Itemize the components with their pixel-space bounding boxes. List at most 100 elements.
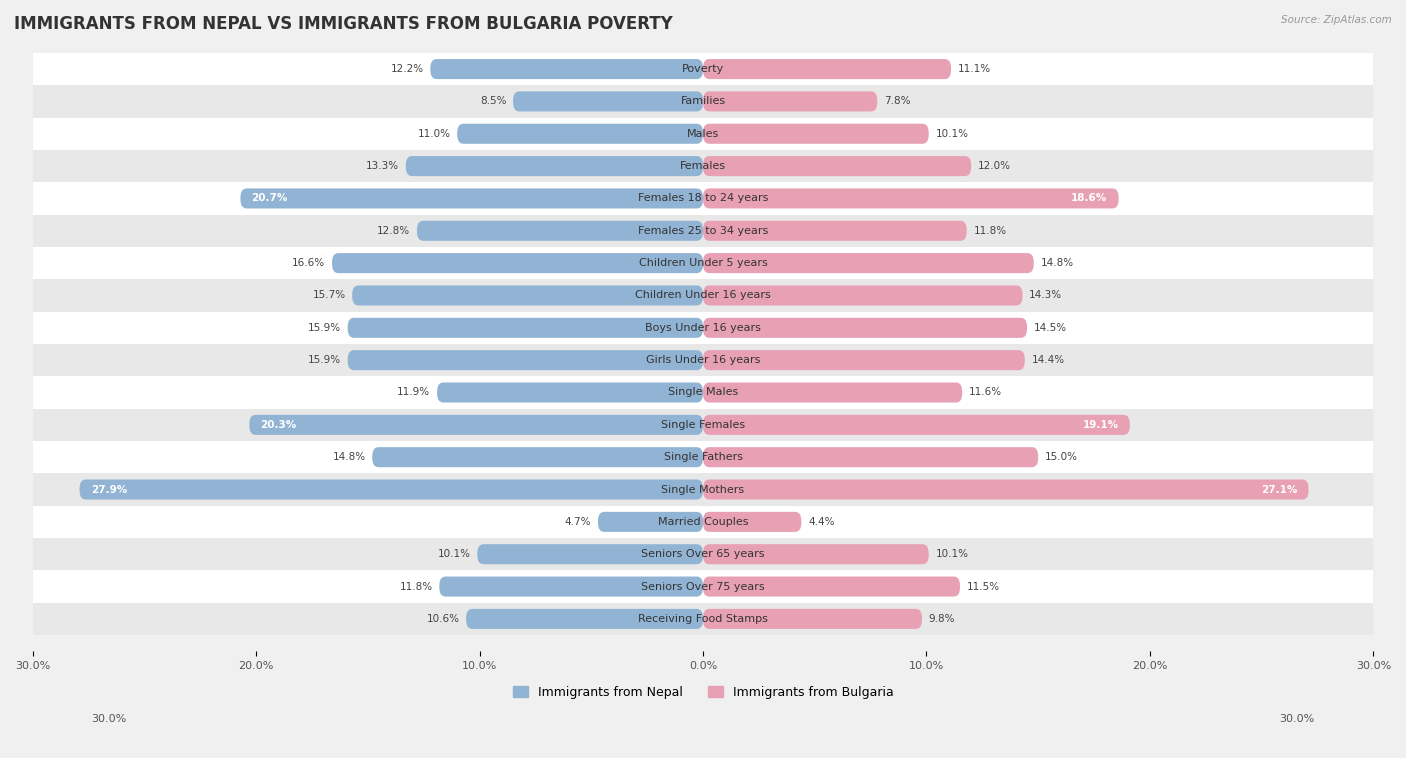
Legend: Immigrants from Nepal, Immigrants from Bulgaria: Immigrants from Nepal, Immigrants from B… [513,686,893,699]
FancyBboxPatch shape [703,577,960,597]
FancyBboxPatch shape [703,286,1022,305]
Bar [32,53,1374,85]
Text: Girls Under 16 years: Girls Under 16 years [645,356,761,365]
Text: 10.1%: 10.1% [935,129,969,139]
Text: Females: Females [681,161,725,171]
Text: 15.7%: 15.7% [312,290,346,300]
Text: 11.8%: 11.8% [973,226,1007,236]
Bar [32,279,1374,312]
FancyBboxPatch shape [457,124,703,144]
Text: 7.8%: 7.8% [884,96,911,106]
FancyBboxPatch shape [347,350,703,370]
Text: 4.7%: 4.7% [565,517,592,527]
Text: IMMIGRANTS FROM NEPAL VS IMMIGRANTS FROM BULGARIA POVERTY: IMMIGRANTS FROM NEPAL VS IMMIGRANTS FROM… [14,15,673,33]
Text: 11.9%: 11.9% [398,387,430,397]
FancyBboxPatch shape [703,512,801,532]
Text: Children Under 16 years: Children Under 16 years [636,290,770,300]
FancyBboxPatch shape [703,415,1130,435]
Text: 4.4%: 4.4% [808,517,835,527]
Text: Families: Families [681,96,725,106]
Text: Single Fathers: Single Fathers [664,453,742,462]
Text: Poverty: Poverty [682,64,724,74]
Text: Seniors Over 75 years: Seniors Over 75 years [641,581,765,591]
FancyBboxPatch shape [703,609,922,629]
Bar [32,85,1374,117]
Text: 11.8%: 11.8% [399,581,433,591]
FancyBboxPatch shape [352,286,703,305]
FancyBboxPatch shape [703,156,972,176]
Text: 20.3%: 20.3% [260,420,297,430]
FancyBboxPatch shape [80,480,703,500]
FancyBboxPatch shape [598,512,703,532]
FancyBboxPatch shape [703,92,877,111]
Text: 30.0%: 30.0% [91,714,127,724]
Bar [32,473,1374,506]
Text: Females 18 to 24 years: Females 18 to 24 years [638,193,768,203]
FancyBboxPatch shape [703,544,929,564]
Bar [32,376,1374,409]
Text: 14.8%: 14.8% [1040,258,1074,268]
Text: 14.3%: 14.3% [1029,290,1063,300]
Bar [32,117,1374,150]
Text: 13.3%: 13.3% [366,161,399,171]
FancyBboxPatch shape [439,577,703,597]
Text: 12.8%: 12.8% [377,226,411,236]
Text: 11.6%: 11.6% [969,387,1002,397]
Text: 12.2%: 12.2% [391,64,423,74]
FancyBboxPatch shape [703,480,1309,500]
Text: Seniors Over 65 years: Seniors Over 65 years [641,550,765,559]
FancyBboxPatch shape [347,318,703,338]
Bar [32,344,1374,376]
Text: 15.9%: 15.9% [308,323,342,333]
Text: Females 25 to 34 years: Females 25 to 34 years [638,226,768,236]
Text: Single Mothers: Single Mothers [661,484,745,494]
FancyBboxPatch shape [703,124,929,144]
FancyBboxPatch shape [249,415,703,435]
FancyBboxPatch shape [703,318,1026,338]
Text: 19.1%: 19.1% [1083,420,1119,430]
Text: 18.6%: 18.6% [1071,193,1108,203]
Text: 27.1%: 27.1% [1261,484,1298,494]
Text: 14.5%: 14.5% [1033,323,1067,333]
Text: 30.0%: 30.0% [1279,714,1315,724]
FancyBboxPatch shape [437,383,703,402]
FancyBboxPatch shape [703,350,1025,370]
Text: Single Males: Single Males [668,387,738,397]
Text: 14.4%: 14.4% [1032,356,1064,365]
FancyBboxPatch shape [418,221,703,241]
FancyBboxPatch shape [477,544,703,564]
FancyBboxPatch shape [430,59,703,79]
FancyBboxPatch shape [703,59,950,79]
Text: 10.1%: 10.1% [935,550,969,559]
Bar [32,538,1374,570]
Text: Married Couples: Married Couples [658,517,748,527]
Text: 9.8%: 9.8% [929,614,955,624]
Bar [32,247,1374,279]
Text: 11.0%: 11.0% [418,129,450,139]
Text: Boys Under 16 years: Boys Under 16 years [645,323,761,333]
FancyBboxPatch shape [703,383,962,402]
Text: 12.0%: 12.0% [977,161,1011,171]
FancyBboxPatch shape [406,156,703,176]
Text: Single Females: Single Females [661,420,745,430]
FancyBboxPatch shape [703,189,1119,208]
Bar [32,150,1374,182]
Text: 15.0%: 15.0% [1045,453,1078,462]
Bar [32,215,1374,247]
Bar [32,409,1374,441]
Text: 10.6%: 10.6% [426,614,460,624]
Text: 11.5%: 11.5% [967,581,1000,591]
Text: 10.1%: 10.1% [437,550,471,559]
Text: 14.8%: 14.8% [332,453,366,462]
Bar [32,570,1374,603]
FancyBboxPatch shape [332,253,703,273]
FancyBboxPatch shape [703,447,1038,467]
Text: Males: Males [688,129,718,139]
Text: 8.5%: 8.5% [479,96,506,106]
Bar [32,603,1374,635]
FancyBboxPatch shape [373,447,703,467]
Bar [32,182,1374,215]
Text: Receiving Food Stamps: Receiving Food Stamps [638,614,768,624]
Bar [32,312,1374,344]
Bar [32,441,1374,473]
